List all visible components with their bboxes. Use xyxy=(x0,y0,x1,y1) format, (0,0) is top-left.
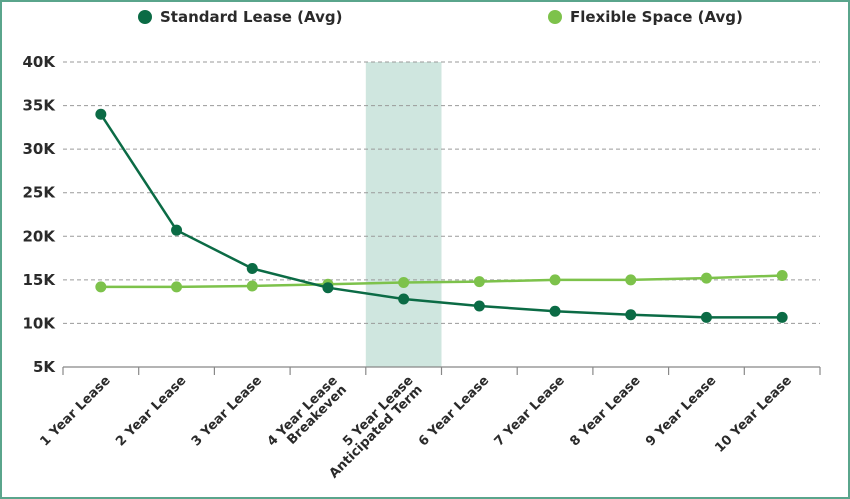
x-tick-label: 7 Year Lease xyxy=(492,373,568,449)
data-point-flexible-space xyxy=(549,274,561,286)
data-point-standard-lease xyxy=(549,305,561,317)
data-point-standard-lease xyxy=(246,263,258,275)
data-point-flexible-space xyxy=(398,276,410,288)
legend-swatch-standard-lease xyxy=(138,10,152,24)
x-tick-label: 2 Year Lease xyxy=(113,373,189,449)
data-point-flexible-space xyxy=(246,280,258,292)
x-tick-label: 9 Year Lease xyxy=(643,373,719,449)
data-point-standard-lease xyxy=(700,311,712,323)
legend-label-flexible-space: Flexible Space (Avg) xyxy=(570,8,743,26)
legend-item-flexible-space: Flexible Space (Avg) xyxy=(548,8,743,26)
x-tick-label-line: 6 Year Lease xyxy=(416,373,492,449)
x-tick-label: 8 Year Lease xyxy=(567,373,643,449)
x-tick-label: 1 Year Lease xyxy=(37,373,113,449)
series-line-flexible-space xyxy=(100,274,783,289)
data-point-standard-lease xyxy=(625,309,637,321)
x-tick-label: 4 Year LeaseBreakeven xyxy=(265,373,351,459)
x-tick-label-line: 7 Year Lease xyxy=(492,373,568,449)
chart-legend: Standard Lease (Avg) Flexible Space (Avg… xyxy=(0,8,850,32)
data-point-flexible-space xyxy=(700,272,712,284)
y-tick-label: 20K xyxy=(23,227,57,245)
y-tick-label: 35K xyxy=(23,97,57,115)
data-point-standard-lease xyxy=(776,311,788,323)
legend-item-standard-lease: Standard Lease (Avg) xyxy=(138,8,342,26)
data-point-flexible-space xyxy=(171,281,183,293)
data-point-flexible-space xyxy=(625,274,637,286)
x-tick-label: 6 Year Lease xyxy=(416,373,492,449)
data-point-flexible-space xyxy=(776,270,788,281)
data-point-flexible-space xyxy=(95,281,107,293)
y-tick-label: 30K xyxy=(23,140,57,158)
x-tick-label-line: 1 Year Lease xyxy=(37,373,113,449)
series-line-standard-lease xyxy=(99,113,783,319)
y-tick-label: 40K xyxy=(23,53,57,71)
y-tick-label: 5K xyxy=(33,358,56,376)
y-tick-label: 25K xyxy=(23,184,57,202)
data-point-standard-lease xyxy=(473,300,485,312)
legend-swatch-flexible-space xyxy=(548,10,562,24)
data-point-standard-lease xyxy=(171,224,183,236)
data-point-standard-lease xyxy=(322,282,334,294)
y-tick-label: 15K xyxy=(23,271,57,289)
y-tick-label: 10K xyxy=(23,314,57,332)
data-point-flexible-space xyxy=(473,276,485,288)
x-tick-label: 10 Year Lease xyxy=(712,373,795,456)
data-point-standard-lease xyxy=(398,293,410,305)
x-tick-label: 3 Year Lease xyxy=(189,373,265,449)
x-tick-label-line: 3 Year Lease xyxy=(189,373,265,449)
x-tick-label-line: 2 Year Lease xyxy=(113,373,189,449)
legend-label-standard-lease: Standard Lease (Avg) xyxy=(160,8,343,26)
x-tick-label-line: 8 Year Lease xyxy=(567,373,643,449)
x-tick-label-line: 9 Year Lease xyxy=(643,373,719,449)
highlight-band-anticipated-term xyxy=(365,62,442,367)
x-tick-label-line: 10 Year Lease xyxy=(712,373,795,456)
data-point-standard-lease xyxy=(95,108,107,120)
